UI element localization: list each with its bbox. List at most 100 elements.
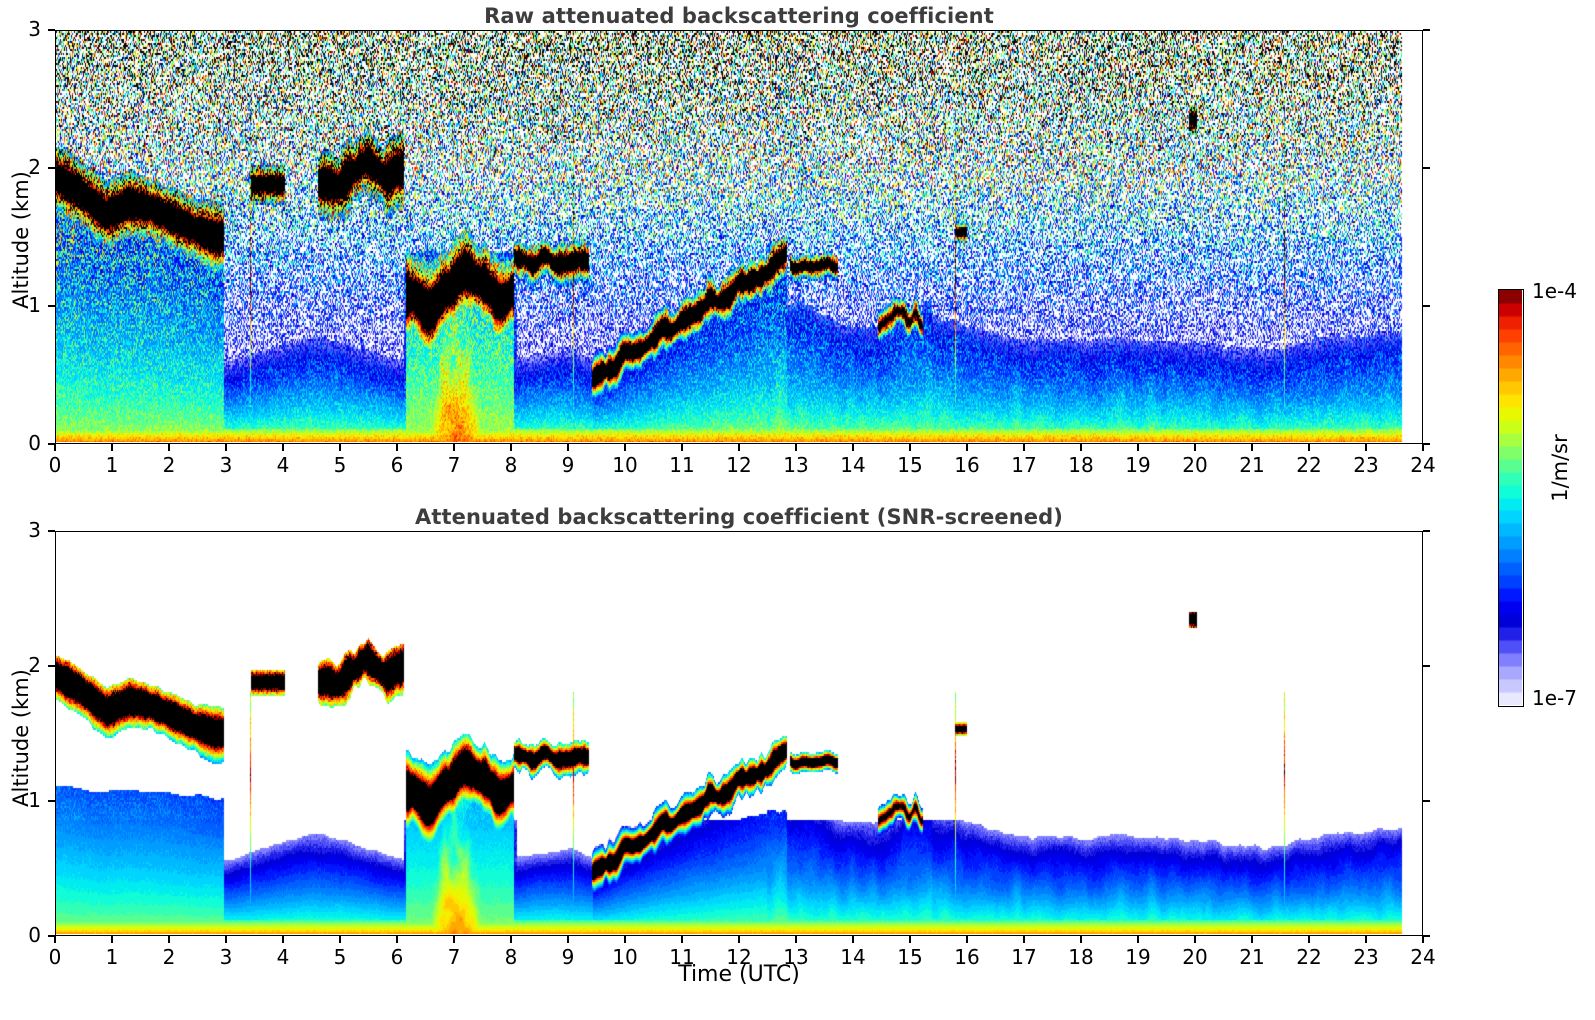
x-tick-screened-10 — [624, 936, 626, 943]
x-tick-raw-18 — [1080, 444, 1082, 451]
x-tick-label-screened-4: 4 — [276, 945, 290, 969]
x-tick-label-raw-5: 5 — [333, 453, 347, 477]
x-tick-raw-14 — [852, 444, 854, 451]
x-tick-label-raw-24: 24 — [1410, 453, 1436, 477]
x-tick-raw-16 — [966, 444, 968, 451]
x-tick-label-raw-0: 0 — [48, 453, 62, 477]
x-tick-raw-6 — [396, 444, 398, 451]
y-tick-screened-L-2 — [48, 665, 55, 667]
x-tick-label-raw-11: 11 — [669, 453, 695, 477]
colorbar-gradient — [1499, 290, 1522, 705]
x-tick-raw-2 — [168, 444, 170, 451]
colorbar-gradient-box — [1498, 289, 1524, 707]
x-tick-label-raw-21: 21 — [1239, 453, 1265, 477]
colorbar[interactable] — [1498, 289, 1524, 707]
x-tick-raw-12 — [738, 444, 740, 451]
y-tick-screened-R-3 — [1423, 530, 1430, 532]
x-tick-screened-13 — [795, 936, 797, 943]
x-tick-label-screened-24: 24 — [1410, 945, 1436, 969]
x-tick-label-screened-22: 22 — [1296, 945, 1322, 969]
x-tick-label-screened-15: 15 — [897, 945, 923, 969]
x-tick-label-screened-12: 12 — [726, 945, 752, 969]
x-tick-screened-22 — [1308, 936, 1310, 943]
x-tick-raw-9 — [567, 444, 569, 451]
x-tick-label-raw-6: 6 — [390, 453, 404, 477]
y-tick-raw-L-2 — [48, 167, 55, 169]
x-tick-raw-19 — [1137, 444, 1139, 451]
colorbar-unit-label: 1/m/sr — [1548, 434, 1572, 502]
colorbar-min-label: 1e-7 — [1532, 686, 1577, 710]
x-tick-label-raw-8: 8 — [504, 453, 518, 477]
x-tick-label-raw-22: 22 — [1296, 453, 1322, 477]
x-tick-screened-20 — [1194, 936, 1196, 943]
y-tick-label-screened-0: 0 — [28, 923, 41, 947]
x-tick-label-raw-19: 19 — [1125, 453, 1151, 477]
x-tick-label-screened-13: 13 — [783, 945, 809, 969]
x-tick-screened-8 — [510, 936, 512, 943]
x-tick-label-screened-17: 17 — [1011, 945, 1037, 969]
x-tick-label-raw-10: 10 — [612, 453, 638, 477]
x-tick-raw-15 — [909, 444, 911, 451]
x-tick-screened-23 — [1365, 936, 1367, 943]
y-tick-raw-R-0 — [1423, 443, 1430, 445]
y-tick-label-raw-1: 1 — [28, 293, 41, 317]
x-tick-screened-11 — [681, 936, 683, 943]
x-tick-screened-0 — [54, 936, 56, 943]
x-tick-label-screened-0: 0 — [48, 945, 62, 969]
x-tick-label-screened-2: 2 — [162, 945, 176, 969]
heatmap-raw — [56, 31, 1421, 442]
y-tick-label-screened-2: 2 — [28, 653, 41, 677]
x-tick-label-raw-1: 1 — [105, 453, 119, 477]
y-tick-screened-L-3 — [48, 530, 55, 532]
x-tick-label-screened-9: 9 — [561, 945, 575, 969]
x-tick-label-raw-16: 16 — [954, 453, 980, 477]
x-tick-label-screened-20: 20 — [1182, 945, 1208, 969]
y-tick-raw-R-1 — [1423, 305, 1430, 307]
x-tick-label-raw-2: 2 — [162, 453, 176, 477]
x-tick-label-screened-8: 8 — [504, 945, 518, 969]
x-tick-raw-23 — [1365, 444, 1367, 451]
x-tick-raw-8 — [510, 444, 512, 451]
x-tick-label-screened-21: 21 — [1239, 945, 1265, 969]
x-tick-screened-9 — [567, 936, 569, 943]
x-tick-label-raw-14: 14 — [840, 453, 866, 477]
x-tick-label-raw-18: 18 — [1068, 453, 1094, 477]
x-tick-label-raw-7: 7 — [447, 453, 461, 477]
x-tick-label-screened-10: 10 — [612, 945, 638, 969]
x-tick-label-raw-9: 9 — [561, 453, 575, 477]
plot-area-raw[interactable] — [55, 30, 1423, 444]
x-tick-label-screened-14: 14 — [840, 945, 866, 969]
x-tick-raw-22 — [1308, 444, 1310, 451]
x-tick-label-raw-23: 23 — [1353, 453, 1379, 477]
y-tick-screened-L-1 — [48, 800, 55, 802]
plot-area-screened[interactable] — [55, 531, 1423, 936]
y-tick-label-screened-1: 1 — [28, 788, 41, 812]
x-tick-raw-1 — [111, 444, 113, 451]
x-tick-raw-20 — [1194, 444, 1196, 451]
x-tick-raw-11 — [681, 444, 683, 451]
x-tick-label-screened-18: 18 — [1068, 945, 1094, 969]
x-tick-label-raw-4: 4 — [276, 453, 290, 477]
y-tick-label-raw-0: 0 — [28, 431, 41, 455]
x-tick-screened-7 — [453, 936, 455, 943]
x-tick-raw-7 — [453, 444, 455, 451]
x-tick-screened-6 — [396, 936, 398, 943]
x-tick-label-screened-1: 1 — [105, 945, 119, 969]
x-tick-label-screened-23: 23 — [1353, 945, 1379, 969]
x-tick-raw-3 — [225, 444, 227, 451]
y-tick-screened-R-2 — [1423, 665, 1430, 667]
x-tick-raw-10 — [624, 444, 626, 451]
x-tick-raw-5 — [339, 444, 341, 451]
y-tick-screened-R-0 — [1423, 935, 1430, 937]
y-tick-label-screened-3: 3 — [28, 518, 41, 542]
y-tick-raw-L-0 — [48, 443, 55, 445]
x-tick-label-screened-6: 6 — [390, 945, 404, 969]
x-tick-screened-3 — [225, 936, 227, 943]
x-tick-screened-5 — [339, 936, 341, 943]
x-tick-screened-16 — [966, 936, 968, 943]
x-tick-label-raw-3: 3 — [219, 453, 233, 477]
x-tick-screened-1 — [111, 936, 113, 943]
x-tick-label-raw-13: 13 — [783, 453, 809, 477]
y-tick-raw-L-1 — [48, 305, 55, 307]
panel-title-screened: Attenuated backscattering coefficient (S… — [415, 505, 1063, 529]
